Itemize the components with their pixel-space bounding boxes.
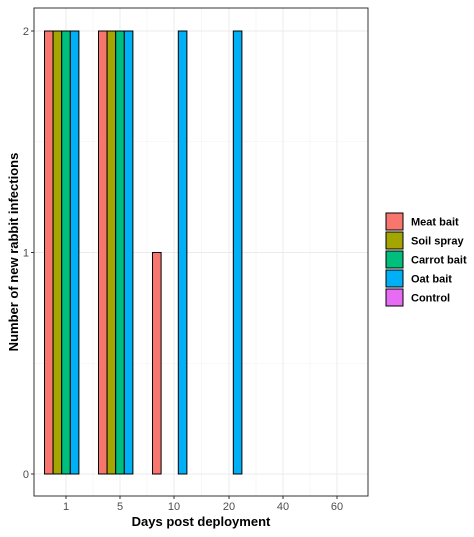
x-tick-label: 20 [223,501,235,513]
legend-label: Soil spray [411,236,464,248]
bar-carrot-bait [115,30,125,475]
x-tick-label: 60 [331,501,343,513]
legend-label: Control [411,293,450,305]
bar-meat-bait [98,30,108,475]
bar-oat-bait [69,30,80,475]
y-axis: 0 1 2 [23,26,34,481]
legend-swatch [385,250,404,269]
legend-label: Meat bait [411,217,459,229]
bar-soil-spray [106,30,117,475]
y-tick-label: 2 [23,26,29,38]
x-tick-label: 40 [277,501,289,513]
bar-carrot-bait [61,30,71,475]
bar-meat-bait [152,252,162,475]
bars [44,30,243,475]
legend-swatch [385,231,404,250]
legend-swatch [385,288,404,307]
x-tick-label: 5 [117,501,123,513]
y-tick-label: 0 [23,469,29,481]
bar-oat-bait [123,30,134,475]
legend: Meat bait Soil spray Carrot bait Oat bait Co… [385,212,467,307]
legend-label: Oat bait [411,274,452,286]
legend-swatch [385,212,404,231]
bar-oat-bait [177,30,188,475]
bar-meat-bait [44,30,54,475]
x-axis: 1 5 10 20 40 60 [63,496,343,513]
y-axis-title: Number of new rabbit infections [6,153,21,352]
x-axis-title: Days post deployment [132,514,271,529]
x-tick-label: 10 [168,501,180,513]
bar-oat-bait [232,30,243,475]
y-tick-label: 1 [23,248,29,260]
bar-soil-spray [52,30,63,475]
legend-label: Carrot bait [411,255,467,267]
x-tick-label: 1 [63,501,69,513]
legend-swatch [385,269,404,288]
